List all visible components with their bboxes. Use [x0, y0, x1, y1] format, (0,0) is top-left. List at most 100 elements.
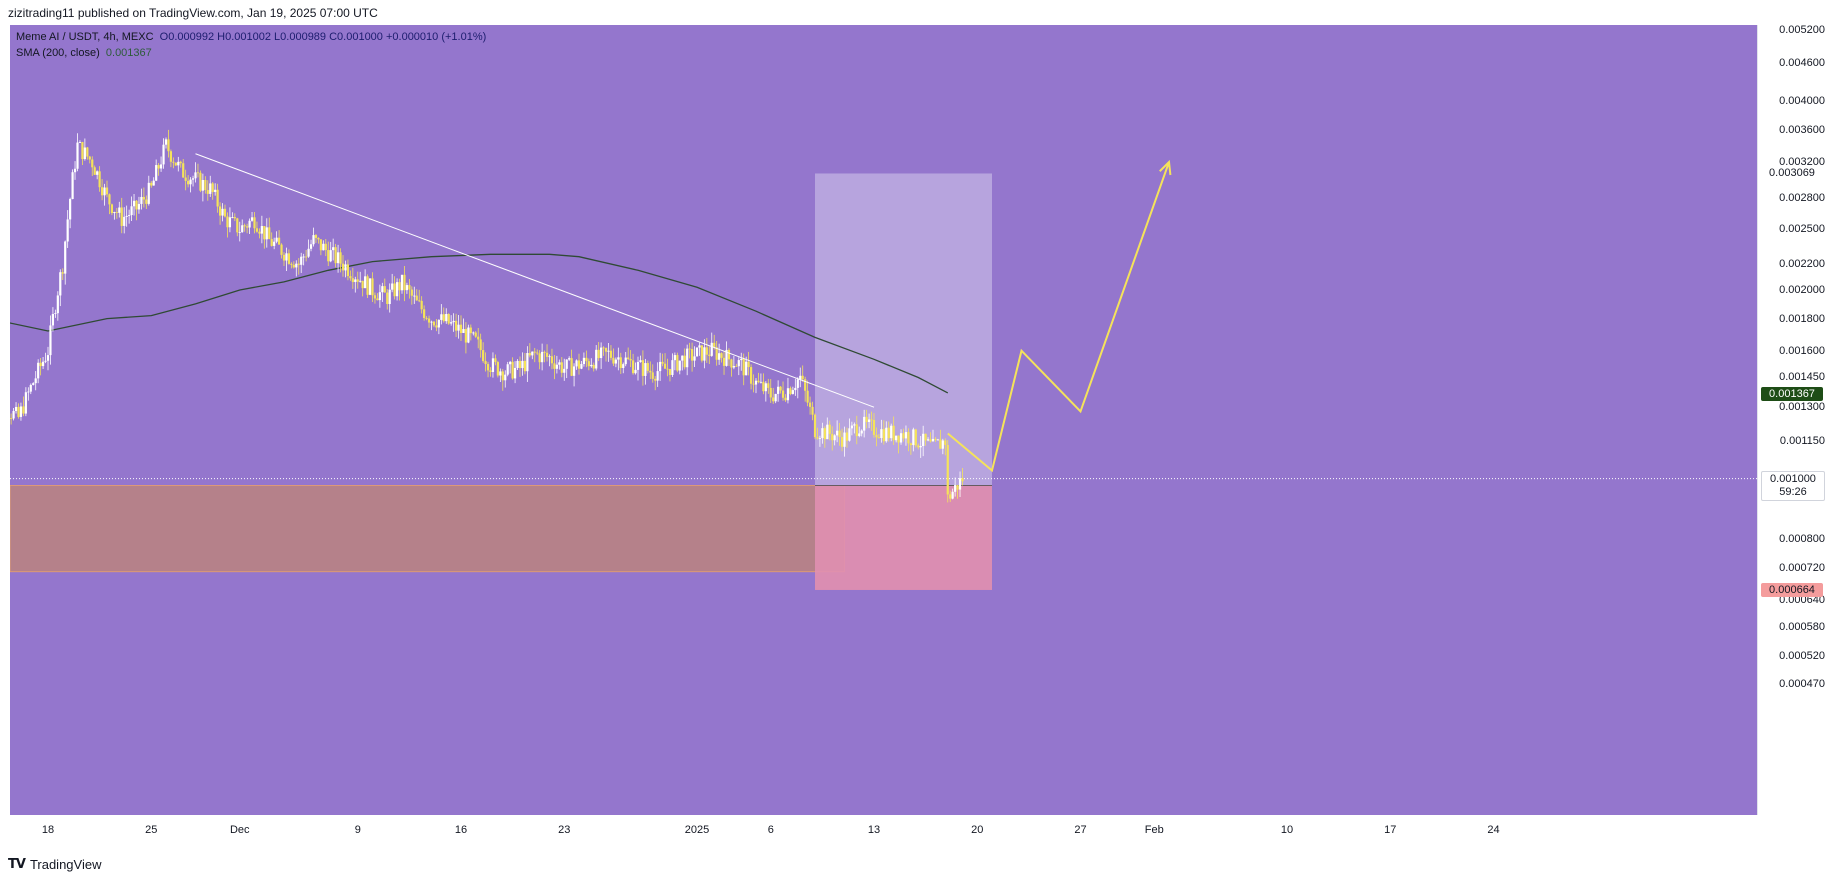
current-price-value: 0.001000	[1770, 472, 1816, 485]
candle-body	[909, 443, 912, 446]
candle-body	[752, 383, 755, 385]
candle-body	[523, 360, 527, 372]
candle-body	[91, 159, 94, 168]
candle-body	[654, 378, 657, 381]
candle-body	[907, 432, 910, 444]
demand-zone	[10, 485, 845, 573]
candle-body	[526, 353, 529, 372]
candle-body	[479, 339, 482, 351]
candle-body	[644, 363, 647, 376]
candle-body	[459, 324, 463, 333]
candle-body	[364, 276, 367, 289]
candle-body	[892, 425, 895, 441]
candle-body	[78, 142, 82, 143]
candle-body	[238, 232, 241, 233]
candle-body	[816, 437, 819, 439]
candle-body	[779, 386, 782, 391]
candle-body	[496, 362, 499, 376]
candle-body	[813, 414, 817, 438]
candle-body	[368, 278, 372, 295]
candle-body	[159, 164, 163, 169]
candle-body	[29, 384, 32, 392]
candle-body	[228, 217, 232, 228]
candle-body	[128, 215, 131, 216]
candle-body	[194, 172, 197, 179]
price-tick-label: 0.000640	[1779, 593, 1825, 606]
candle-body	[895, 435, 898, 441]
candle-body	[319, 239, 322, 251]
candle-body	[218, 206, 222, 216]
time-tick-label: 17	[1384, 824, 1397, 836]
candle-body	[123, 216, 126, 226]
candle-body	[275, 237, 278, 242]
candle-body	[400, 274, 404, 291]
time-tick-label: 25	[145, 824, 158, 836]
candle-body	[735, 366, 738, 367]
candle-body	[877, 437, 881, 439]
candle-body	[582, 357, 586, 364]
candle-body	[516, 360, 519, 368]
price-axis[interactable]: 0.005200 0.004600 0.004000 0.003600 0.003200…	[1757, 24, 1829, 815]
candle-body	[762, 381, 765, 392]
candle-body	[383, 286, 386, 293]
candle-body	[922, 433, 925, 446]
candle-body	[302, 256, 305, 258]
candle-body	[646, 363, 649, 371]
candle-body	[693, 356, 696, 361]
candle-body	[103, 187, 106, 196]
candle-body	[327, 250, 330, 262]
candle-body	[631, 360, 635, 374]
candle-body	[656, 371, 659, 381]
candle-body	[806, 390, 809, 403]
candle-body	[944, 440, 947, 445]
tradingview-brand: TradingView	[29, 856, 102, 872]
candle-body	[622, 364, 625, 368]
candle-body	[435, 325, 438, 328]
candle-body	[789, 388, 792, 394]
candle-body	[570, 358, 573, 376]
candle-body	[509, 361, 512, 365]
candle-body	[801, 375, 804, 380]
candle-body	[287, 253, 291, 264]
candle-body	[954, 485, 957, 492]
candle-body	[182, 163, 185, 178]
candle-body	[295, 263, 298, 268]
candle-body	[96, 171, 99, 175]
candle-body	[17, 406, 20, 417]
plot-area[interactable]: Meme AI / USDT, 4h, MEXC O0.000992 H0.00…	[10, 25, 1757, 815]
candle-body	[808, 402, 812, 407]
candle-body	[56, 295, 59, 314]
price-tick-label: 0.000720	[1779, 561, 1825, 574]
candle-body	[427, 318, 431, 323]
candle-body	[214, 189, 217, 192]
candle-body	[784, 397, 787, 401]
candle-body	[93, 167, 96, 175]
candle-body	[572, 366, 576, 376]
candle-body	[152, 180, 155, 186]
time-axis[interactable]: 18 25 Dec 9 16 23 2025 6 13 20 27 Feb 10 17 24	[10, 815, 1757, 845]
candle-body	[774, 393, 777, 402]
candle-body	[627, 357, 630, 359]
candle-body	[772, 397, 775, 402]
candle-body	[713, 342, 716, 348]
candle-body	[840, 437, 844, 447]
legend-symbol-line: Meme AI / USDT, 4h, MEXC O0.000992 H0.00…	[16, 29, 486, 45]
candle-body	[10, 418, 13, 419]
candle-body	[629, 358, 632, 361]
candle-body	[164, 139, 168, 145]
projection-path	[947, 161, 1170, 473]
candle-body	[285, 253, 288, 261]
candle-body	[609, 350, 613, 358]
candle-body	[258, 231, 261, 234]
candle-body	[791, 390, 794, 394]
candle-body	[747, 361, 750, 368]
candle-body	[467, 327, 470, 343]
candle-body	[961, 478, 964, 482]
candle-body	[904, 432, 908, 439]
candle-body	[64, 241, 67, 274]
candle-body	[887, 427, 890, 439]
candle-body	[686, 348, 689, 368]
candle-body	[22, 406, 25, 414]
legend-sma-line: SMA (200, close) 0.001367	[16, 45, 486, 61]
candle-body	[563, 368, 566, 373]
